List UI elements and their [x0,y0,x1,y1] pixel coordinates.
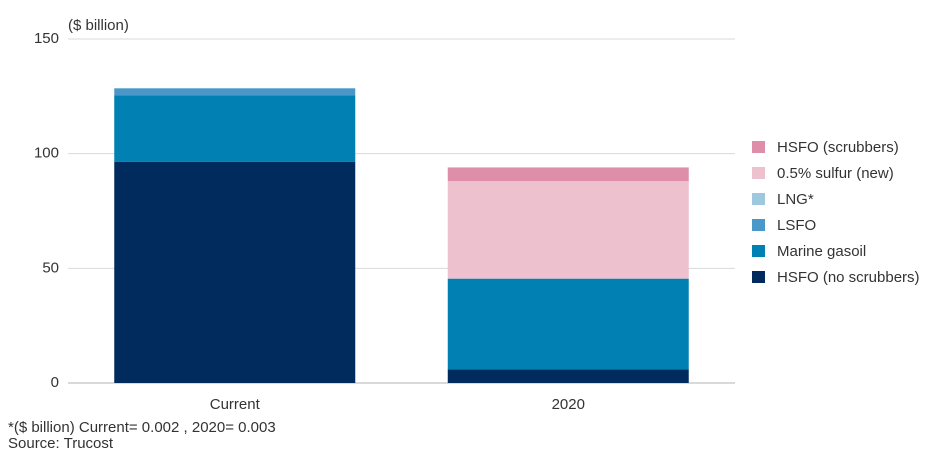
lng-footnote: *($ billion) Current= 0.002 , 2020= 0.00… [8,419,276,436]
legend-label: LSFO [777,217,816,234]
legend-label: HSFO (scrubbers) [777,139,899,156]
bar-segment [114,88,356,96]
legend-swatch [752,245,765,257]
legend-label: 0.5% sulfur (new) [777,165,894,182]
y-tick-label: 0 [51,374,59,391]
legend-label: LNG* [777,191,814,208]
bar-segment [114,95,356,162]
bars [114,88,689,383]
unit-label: ($ billion) [68,17,129,34]
legend-swatch [752,167,765,179]
legend: HSFO (scrubbers) 0.5% sulfur (new) LNG* LSF… [752,139,920,286]
legend-swatch [752,271,765,283]
y-tick-label: 150 [34,30,59,47]
bar-segment [114,161,356,383]
legend-swatch [752,193,765,205]
y-tick-label: 50 [42,259,59,276]
legend-swatch [752,219,765,231]
x-tick-label: 2020 [552,396,585,410]
stacked-bar-chart: 0 50 100 150 ($ billion) Current 2020 HSFO (… [34,17,920,410]
bar-segment [447,181,689,279]
x-tick-label: Current [210,396,261,410]
bar-segment [447,278,689,370]
bar-segment [447,167,689,182]
legend-swatch [752,141,765,153]
legend-label: Marine gasoil [777,243,866,260]
x-axis: Current 2020 [210,396,585,410]
y-axis: 0 50 100 150 [34,30,59,391]
source-note: Source: Trucost [8,435,114,452]
legend-label: HSFO (no scrubbers) [777,269,920,286]
y-tick-label: 100 [34,145,59,162]
bar-segment [447,369,689,383]
